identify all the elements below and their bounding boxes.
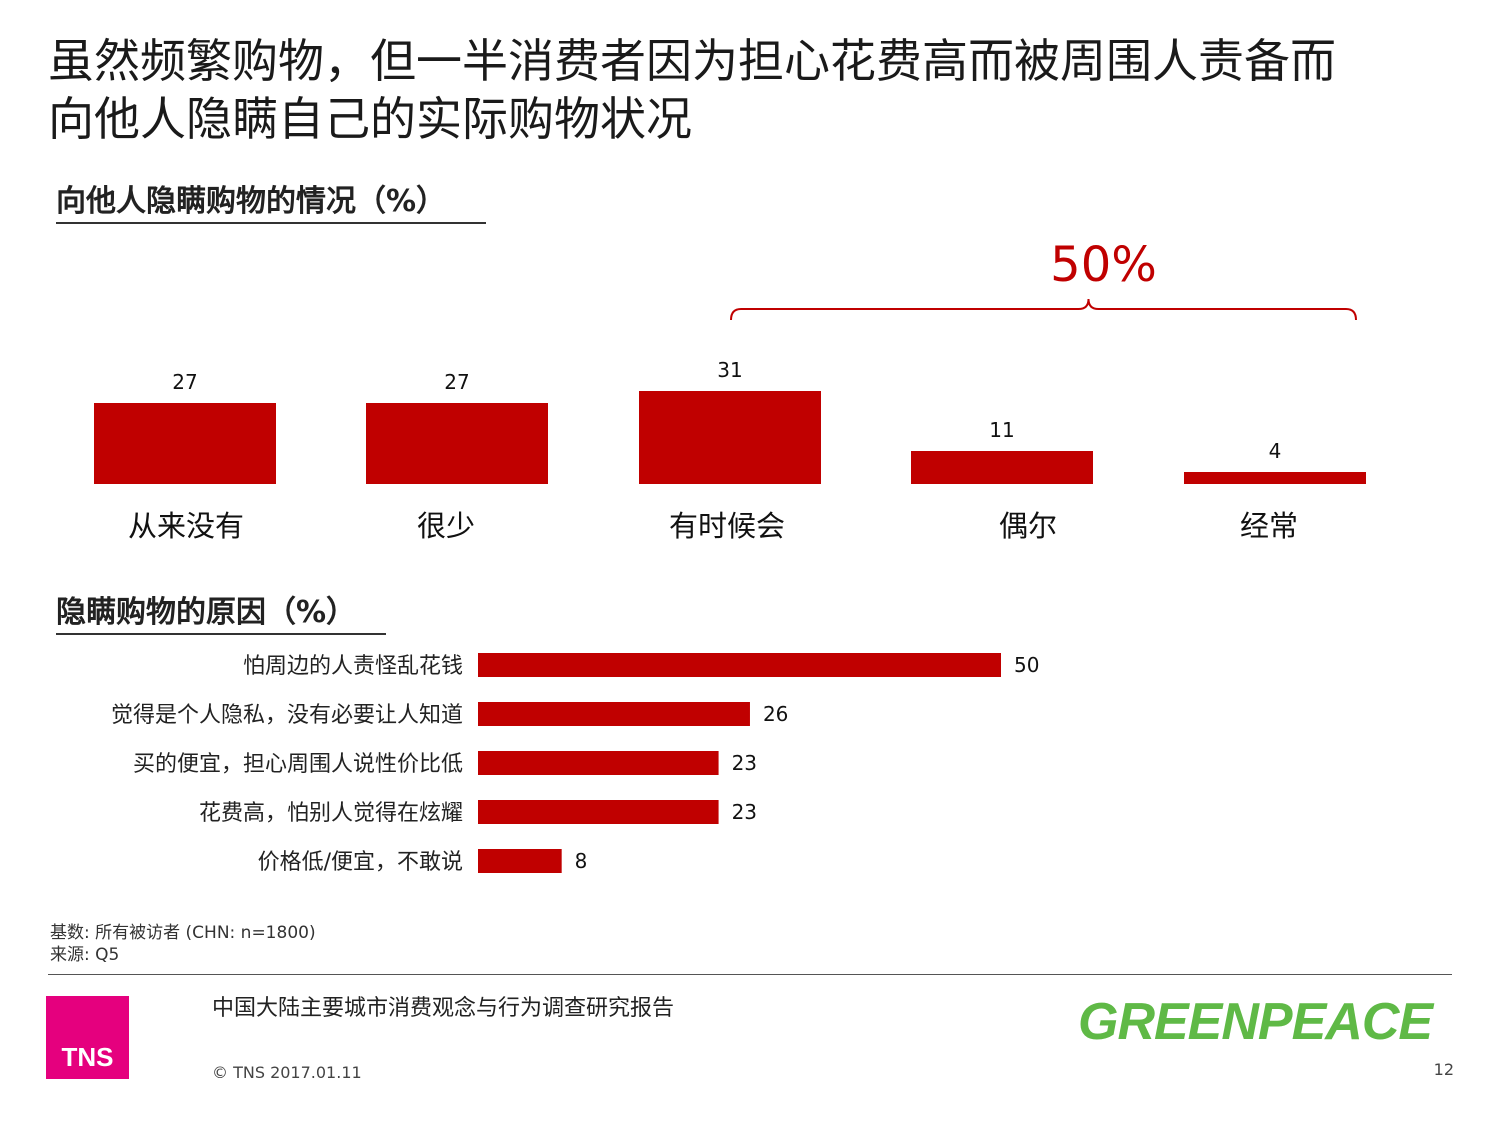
concealment-bar-chart: 27 从来没有 27 很少 31 有时候会 11 偶尔 4 经常 50% [94, 237, 1366, 543]
bar-3 [639, 391, 821, 484]
bar-1 [94, 403, 276, 484]
reason-bar-3 [478, 751, 719, 775]
reason-category-label: 买的便宜，担心周围人说性价比低 [133, 752, 463, 777]
reasons-bar-chart: 50 怕周边的人责怪乱花钱 26 觉得是个人隐私，没有必要让人知道 23 买的便宜，担心周… [111, 653, 1039, 875]
category-label: 偶尔 [999, 509, 1057, 543]
greenpeace-logo: GREENPEACE [1078, 993, 1433, 1051]
copyright: © TNS 2017.01.11 [212, 1063, 362, 1082]
footer-divider [48, 974, 1452, 975]
reason-value-label: 8 [575, 849, 588, 873]
reason-value-label: 23 [732, 751, 757, 775]
category-label: 很少 [417, 509, 475, 543]
page-title-line-1: 虽然频繁购物，但一半消费者因为担心花费高而被周围人责备而 [48, 34, 1336, 88]
tns-logo: TNS [46, 996, 129, 1079]
page-number: 12 [1433, 1060, 1454, 1079]
reason-bar-4 [478, 800, 719, 824]
category-label: 从来没有 [128, 509, 244, 543]
callout-label: 50% [1050, 237, 1157, 293]
bar-5 [1184, 472, 1366, 484]
bar-value-label: 4 [1269, 439, 1282, 463]
reason-value-label: 23 [732, 800, 757, 824]
category-label: 有时候会 [669, 509, 785, 543]
reason-bar-1 [478, 653, 1001, 677]
reason-category-label: 觉得是个人隐私，没有必要让人知道 [111, 703, 463, 728]
bar-2 [366, 403, 548, 484]
reason-category-label: 花费高，怕别人觉得在炫耀 [199, 801, 463, 826]
reason-bar-5 [478, 849, 562, 873]
bar-value-label: 11 [989, 418, 1014, 442]
reason-value-label: 26 [763, 702, 788, 726]
category-label: 经常 [1240, 509, 1298, 543]
reasons-section-title: 隐瞒购物的原因（%） [56, 595, 386, 635]
bar-4 [911, 451, 1093, 484]
base-note: 基数: 所有被访者 (CHN: n=1800) [50, 923, 316, 943]
tns-logo-text: TNS [61, 1042, 114, 1072]
reason-category-label: 怕周边的人责怪乱花钱 [243, 654, 463, 679]
concealment-section-title: 向他人隐瞒购物的情况（%） [56, 184, 486, 224]
page-title-line-2: 向他人隐瞒自己的实际购物状况 [48, 92, 692, 146]
callout-bracket [730, 298, 1357, 321]
bar-value-label: 31 [717, 358, 742, 382]
reason-bar-2 [478, 702, 750, 726]
bar-value-label: 27 [172, 370, 197, 394]
reason-value-label: 50 [1014, 653, 1039, 677]
source-note: 来源: Q5 [50, 945, 120, 965]
bar-value-label: 27 [444, 370, 469, 394]
page-title: 虽然频繁购物，但一半消费者因为担心花费高而被周围人责备而 向他人隐瞒自己的实际购… [48, 32, 1468, 148]
reason-category-label: 价格低/便宜，不敢说 [258, 850, 463, 875]
report-title: 中国大陆主要城市消费观念与行为调查研究报告 [212, 996, 675, 1021]
